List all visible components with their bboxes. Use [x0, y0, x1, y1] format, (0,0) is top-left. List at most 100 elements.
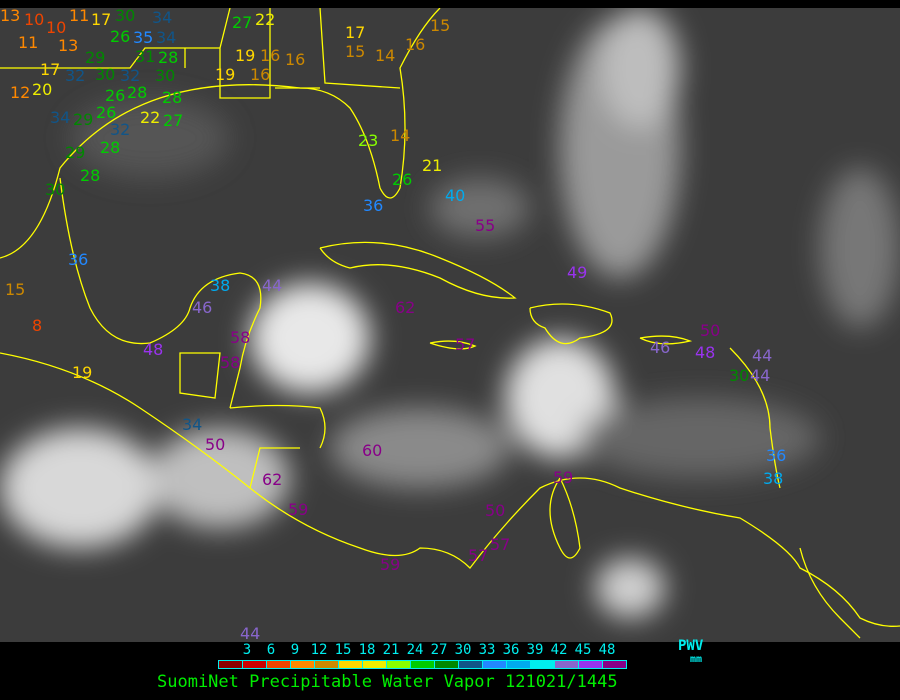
- station-pwv-value: 19: [235, 46, 256, 65]
- station-pwv-value: 44: [752, 346, 773, 365]
- station-pwv-value: 15: [5, 280, 26, 299]
- station-pwv-value: 58: [220, 353, 241, 372]
- station-pwv-value: 59: [553, 468, 574, 487]
- station-pwv-value: 62: [395, 298, 416, 317]
- station-pwv-value: 28: [162, 88, 183, 107]
- station-pwv-value: 30: [95, 65, 116, 84]
- legend-tick-label: 45: [574, 642, 592, 658]
- station-pwv-value: 36: [68, 250, 89, 269]
- station-pwv-value: 34: [156, 28, 177, 47]
- legend-color-swatch: [411, 661, 435, 668]
- station-pwv-value: 15: [345, 42, 366, 61]
- station-pwv-value: 29: [85, 48, 106, 67]
- station-pwv-value: 8: [32, 316, 43, 335]
- station-pwv-value: 17: [91, 10, 112, 29]
- station-pwv-value: 17: [345, 23, 366, 42]
- cloud-and-coastline-layer: [0, 8, 900, 639]
- satellite-image: 13 10 10 11 13 11 17 30 26 35 34 34 31 28 29 30 32 32 30 17…: [0, 8, 900, 642]
- station-pwv-value: 59: [380, 555, 401, 574]
- station-pwv-value: 15: [430, 16, 451, 35]
- station-pwv-value: 44: [750, 366, 771, 385]
- station-pwv-value: 57: [468, 546, 489, 565]
- legend-color-swatch: [483, 661, 507, 668]
- legend-tick-label: 21: [382, 642, 400, 658]
- station-pwv-value: 30: [155, 66, 176, 85]
- station-pwv-value: 19: [72, 363, 93, 382]
- station-pwv-value: 57: [490, 535, 511, 554]
- station-pwv-value: 35: [133, 28, 154, 47]
- station-pwv-value: 10: [24, 10, 45, 29]
- legend-tick-label: 3: [242, 642, 252, 658]
- legend-color-swatch: [339, 661, 363, 668]
- station-pwv-value: 30: [729, 366, 750, 385]
- station-pwv-value: 16: [260, 46, 281, 65]
- station-pwv-value: 31: [135, 47, 156, 66]
- station-pwv-value: 58: [230, 328, 251, 347]
- legend-tick-label: 42: [550, 642, 568, 658]
- station-pwv-value: 62: [262, 470, 283, 489]
- station-pwv-value: 16: [285, 50, 306, 69]
- station-pwv-value: 40: [445, 186, 466, 205]
- station-pwv-value: 50: [205, 435, 226, 454]
- coastlines: [0, 8, 900, 639]
- station-pwv-value: 55: [475, 216, 496, 235]
- station-pwv-value: 59: [288, 500, 309, 519]
- clouds: [0, 8, 900, 618]
- station-pwv-value: 28: [127, 83, 148, 102]
- station-pwv-value: 27: [232, 13, 253, 32]
- legend-tick-label: 12: [310, 642, 328, 658]
- station-pwv-value: 29: [73, 110, 94, 129]
- station-pwv-value: 46: [192, 298, 213, 317]
- station-pwv-value: 34: [152, 8, 173, 27]
- legend-color-swatch: [435, 661, 459, 668]
- station-pwv-value: 26: [96, 103, 117, 122]
- station-pwv-value: 30: [45, 180, 66, 199]
- legend-color-bar: [218, 660, 627, 669]
- color-legend: 3 6 9 12 15 18 21 24 27 30 33 36 39 42 45 48 PWV mm Suo…: [0, 638, 900, 700]
- legend-color-swatch: [243, 661, 267, 668]
- legend-color-swatch: [579, 661, 603, 668]
- station-pwv-value: 44: [240, 624, 261, 643]
- legend-unit: PWV: [678, 638, 704, 654]
- legend-color-swatch: [219, 661, 243, 668]
- station-pwv-value: 46: [650, 338, 671, 357]
- station-pwv-value: 16: [250, 65, 271, 84]
- station-pwv-value: 34: [50, 108, 71, 127]
- station-pwv-value: 19: [215, 65, 236, 84]
- station-pwv-value: 16: [405, 35, 426, 54]
- legend-color-swatch: [291, 661, 315, 668]
- station-pwv-value: 49: [567, 263, 588, 282]
- station-labels: 13 10 10 11 13 11 17 30 26 35 34 34 31 28 29 30 32 32 30 17…: [0, 8, 900, 642]
- legend-color-swatch: [315, 661, 339, 668]
- legend-tick-label: 39: [526, 642, 544, 658]
- station-pwv-value: 13: [0, 6, 21, 25]
- station-pwv-value: 22: [140, 108, 161, 127]
- station-pwv-value: 50: [485, 501, 506, 520]
- station-pwv-value: 22: [255, 10, 276, 29]
- station-pwv-value: 32: [120, 66, 141, 85]
- station-pwv-value: 11: [69, 6, 90, 25]
- station-pwv-value: 38: [210, 276, 231, 295]
- legend-tick-label: 6: [266, 642, 276, 658]
- legend-color-swatch: [459, 661, 483, 668]
- station-pwv-value: 14: [375, 46, 396, 65]
- station-pwv-value: 27: [163, 111, 184, 130]
- station-pwv-value: 28: [158, 48, 179, 67]
- station-pwv-value: 23: [358, 131, 379, 150]
- station-pwv-value: 36: [363, 196, 384, 215]
- station-pwv-value: 60: [362, 441, 383, 460]
- station-pwv-value: 28: [100, 138, 121, 157]
- station-pwv-value: 57: [455, 335, 476, 354]
- legend-color-swatch: [531, 661, 555, 668]
- legend-tick-label: 9: [290, 642, 300, 658]
- legend-tick-label: 24: [406, 642, 424, 658]
- legend-color-swatch: [363, 661, 387, 668]
- station-pwv-value: 26: [110, 27, 131, 46]
- station-pwv-value: 12: [10, 83, 31, 102]
- station-pwv-value: 50: [700, 321, 721, 340]
- legend-color-swatch: [267, 661, 291, 668]
- legend-unit-sub: mm: [690, 654, 703, 665]
- legend-tick-label: 15: [334, 642, 352, 658]
- legend-color-swatch: [555, 661, 579, 668]
